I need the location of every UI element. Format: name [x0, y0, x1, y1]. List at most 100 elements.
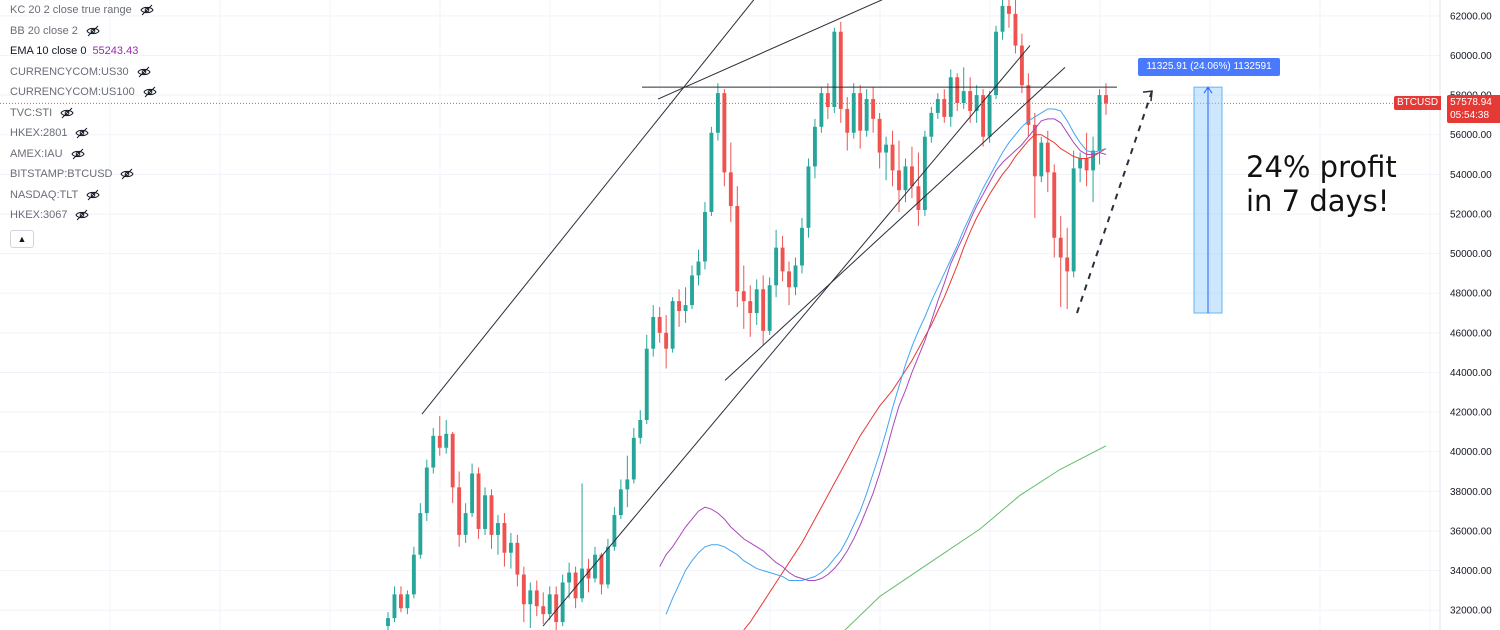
candle-body — [838, 31, 843, 109]
measure-label[interactable]: 11325.91 (24.06%) 1132591 — [1138, 58, 1280, 76]
candle-body — [431, 435, 436, 468]
candle — [567, 562, 572, 599]
eye-hidden-icon[interactable] — [75, 127, 90, 139]
candle — [812, 118, 817, 179]
price-tick-label: 52000.00 — [1450, 209, 1492, 220]
candle — [547, 586, 552, 621]
candle — [1078, 152, 1083, 183]
legend-item[interactable]: CURRENCYCOM:US100 — [10, 82, 157, 103]
candle-body — [935, 99, 940, 113]
candle-body — [1104, 95, 1108, 104]
candle — [1045, 130, 1050, 193]
eye-hidden-icon[interactable] — [75, 209, 90, 221]
candle-body — [709, 132, 714, 212]
candle-body — [787, 271, 791, 288]
candle-body — [502, 523, 507, 553]
legend-item-label: HKEX:3067 — [10, 209, 68, 222]
candle — [1052, 164, 1057, 258]
candle-body — [386, 618, 390, 627]
legend-item-label: HKEX:2801 — [10, 127, 68, 140]
candle-body — [1078, 158, 1083, 169]
candle-body — [670, 301, 675, 349]
candle-body — [825, 93, 830, 107]
candle-body — [496, 523, 500, 535]
candle-body — [761, 289, 766, 331]
candle-body — [948, 77, 953, 117]
candle-body — [942, 99, 947, 117]
candle — [515, 534, 520, 587]
candle-body — [696, 261, 701, 276]
legend-item-label: NASDAQ:TLT — [10, 188, 79, 201]
eye-hidden-icon[interactable] — [71, 148, 85, 160]
legend-item[interactable]: EMA 10 close 0 55243.43 — [10, 41, 157, 62]
candle — [508, 532, 513, 569]
candle — [450, 431, 455, 504]
candle-body — [554, 594, 559, 623]
candle — [457, 471, 462, 547]
candle-body — [651, 316, 656, 349]
candle-body — [489, 495, 494, 535]
candle — [910, 146, 914, 199]
candle — [618, 479, 623, 520]
candle-body — [722, 93, 727, 173]
legend-item[interactable]: KC 20 2 close true range — [10, 0, 157, 21]
candle-body — [929, 112, 934, 137]
trendline-upper-channel — [421, 0, 755, 415]
legend-item[interactable]: HKEX:3067 — [10, 205, 157, 226]
candle-body — [450, 433, 455, 488]
candle — [877, 112, 882, 169]
candle — [929, 106, 934, 143]
candle — [586, 558, 591, 593]
candle — [541, 592, 546, 625]
candle — [476, 467, 481, 539]
candle-body — [599, 554, 604, 585]
legend-item[interactable]: BITSTAMP:BTCUSD — [10, 164, 157, 185]
price-tick-label: 50000.00 — [1450, 249, 1492, 260]
candle — [916, 152, 921, 226]
eye-hidden-icon[interactable] — [140, 4, 154, 16]
legend-item[interactable]: NASDAQ:TLT — [10, 185, 157, 206]
eye-hidden-icon[interactable] — [60, 107, 74, 119]
legend-item[interactable]: TVC:STI — [10, 103, 157, 124]
candle — [851, 83, 856, 139]
candle — [793, 257, 798, 296]
ema-slow-line — [743, 134, 1107, 630]
eye-hidden-icon[interactable] — [143, 86, 157, 98]
candle-body — [690, 275, 694, 306]
candle-body — [424, 467, 429, 514]
candle-body — [968, 91, 973, 111]
eye-hidden-icon[interactable] — [120, 168, 135, 180]
candle-body — [774, 247, 779, 286]
candle-body — [1052, 172, 1057, 238]
price-tick-label: 44000.00 — [1450, 368, 1492, 379]
candle-body — [677, 301, 682, 312]
collapse-legend-button[interactable]: ▲ — [10, 229, 34, 248]
candle-body — [806, 166, 811, 228]
candle-body — [994, 31, 998, 96]
candle-body — [1065, 257, 1070, 272]
candle-body — [877, 118, 882, 153]
price-tick-label: 56000.00 — [1450, 130, 1492, 141]
candle-body — [515, 542, 520, 575]
projection-arrow — [1076, 90, 1153, 314]
candle-body — [418, 513, 423, 555]
legend-item[interactable]: BB 20 close 2 — [10, 21, 157, 42]
candle-body — [800, 227, 804, 266]
candle — [819, 87, 824, 133]
candle-body — [897, 170, 901, 191]
eye-hidden-icon[interactable] — [86, 189, 100, 201]
candle-body — [593, 554, 597, 579]
eye-hidden-icon[interactable] — [137, 66, 151, 78]
candle — [1013, 0, 1018, 54]
candle-body — [981, 95, 986, 137]
candle-body — [631, 437, 636, 480]
profit-annotation[interactable]: 24% profit in 7 days! — [1246, 150, 1397, 218]
candle — [405, 590, 410, 615]
eye-hidden-icon[interactable] — [86, 25, 100, 37]
candle — [638, 410, 643, 444]
legend-item[interactable]: CURRENCYCOM:US30 — [10, 62, 157, 83]
legend-item[interactable]: AMEX:IAU — [10, 144, 157, 165]
legend-item[interactable]: HKEX:2801 — [10, 123, 157, 144]
candle — [683, 287, 688, 323]
